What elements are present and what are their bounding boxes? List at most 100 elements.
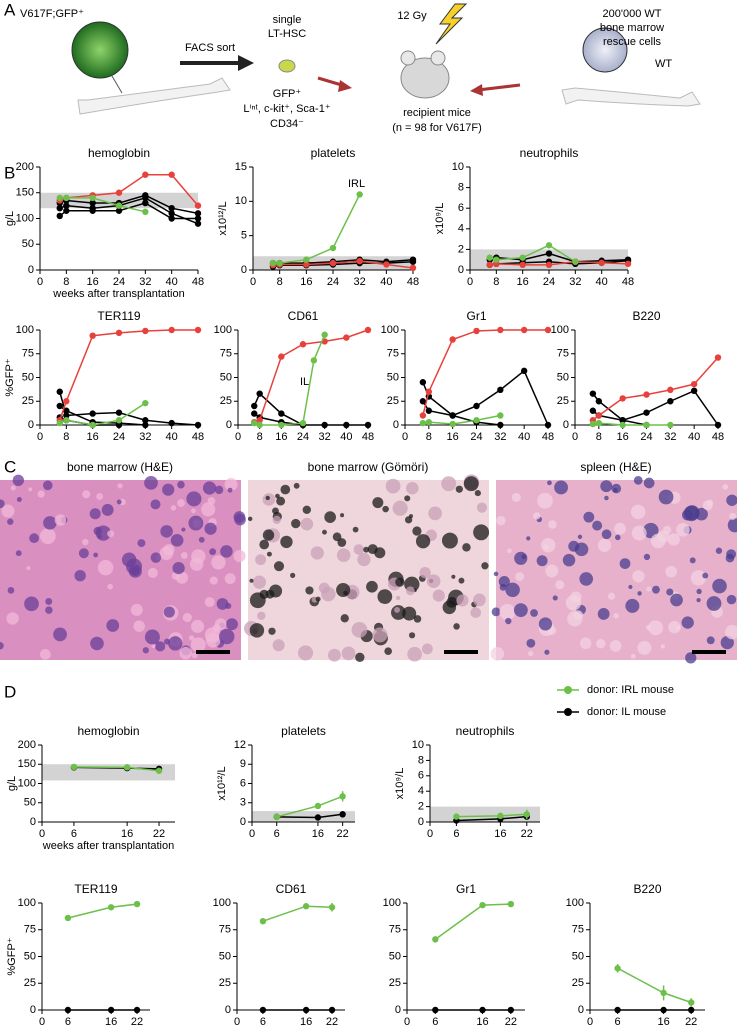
data-point [690, 380, 698, 388]
cell [97, 559, 114, 576]
data-point [115, 202, 123, 209]
cell [712, 578, 727, 594]
cell [204, 522, 217, 535]
cell [413, 615, 422, 623]
cell [106, 619, 120, 632]
chart-title: hemoglobin [88, 146, 150, 160]
data-point [643, 409, 650, 416]
x-tick-label: 32 [319, 431, 331, 443]
x-axis-label: weeks after transplantation [42, 840, 174, 852]
y-tick-label: 100 [16, 324, 34, 336]
cell [291, 518, 301, 529]
cell [511, 492, 521, 502]
cell [643, 477, 655, 489]
data-point [449, 336, 456, 343]
cell [544, 649, 550, 655]
x-tick-label: 0 [402, 431, 408, 443]
cell [597, 538, 612, 552]
x-tick-label: 16 [657, 1016, 669, 1028]
cell [513, 603, 528, 618]
x-tick-label: 0 [39, 828, 45, 840]
series-line [592, 410, 647, 426]
cell [276, 496, 286, 506]
data-point [328, 904, 336, 911]
x-tick-label: 32 [139, 431, 151, 443]
cell [726, 494, 737, 506]
data-point [302, 1006, 310, 1014]
cell [552, 595, 558, 601]
cell [441, 532, 458, 549]
cell [96, 493, 104, 500]
annotation: IL [300, 376, 309, 388]
cell [204, 597, 215, 608]
cell [404, 495, 411, 502]
x-tick-label: 22 [131, 1016, 143, 1028]
y-tick-label: 6 [458, 202, 464, 214]
cell [555, 580, 565, 590]
cell [43, 516, 57, 530]
x-tick-label: 22 [505, 1016, 517, 1028]
data-point [70, 763, 78, 771]
series-line [422, 414, 501, 425]
data-point [624, 260, 632, 268]
cell [189, 557, 204, 571]
data-point [479, 1006, 486, 1014]
x-tick-label: 0 [404, 1016, 410, 1028]
data-point [321, 331, 328, 338]
cell [121, 552, 137, 567]
cell [408, 632, 416, 639]
x-tick-label: 0 [587, 1016, 593, 1028]
x-tick-label: 24 [297, 431, 309, 443]
y-tick-label: 75 [220, 348, 232, 360]
cell [474, 489, 481, 497]
cell [377, 589, 393, 604]
data-point [589, 420, 597, 428]
y-tick-label: 75 [219, 924, 231, 936]
y-tick-label: 10 [452, 161, 464, 173]
cell [168, 636, 183, 651]
x-tick-label: 8 [596, 431, 602, 443]
cell [570, 591, 582, 603]
cell [209, 548, 217, 556]
data-point [619, 417, 626, 424]
data-point [493, 256, 500, 263]
cell [225, 618, 238, 631]
y-tick-label: 100 [551, 324, 569, 336]
hsc-cell [278, 59, 296, 73]
panel-letter: A [4, 0, 16, 19]
data-point [276, 259, 283, 267]
data-point [56, 388, 63, 395]
data-point [507, 900, 515, 908]
cell [690, 570, 707, 586]
chart-title: neutrophils [520, 146, 579, 160]
cell [266, 551, 272, 557]
data-point [56, 212, 63, 220]
data-point [667, 386, 674, 394]
cell [637, 640, 652, 655]
data-point [497, 812, 504, 820]
x-tick-label: 16 [121, 828, 133, 840]
y-axis-label: x10⁹/L [434, 203, 446, 235]
data-point [63, 207, 70, 214]
cell [268, 627, 276, 635]
data-point [660, 1006, 667, 1014]
cell [315, 596, 321, 602]
cell [117, 483, 123, 489]
schematic-label: FACS sort [185, 42, 235, 54]
data-point [572, 258, 579, 265]
cell [382, 505, 389, 513]
data-point [155, 767, 163, 774]
y-tick-label: 50 [389, 950, 401, 962]
y-axis-label: %GFP⁺ [6, 937, 18, 975]
series-line [262, 905, 333, 922]
cell [633, 475, 643, 485]
x-axis-label: weeks after transplantation [52, 288, 184, 300]
data-point [142, 199, 149, 207]
series-line [254, 334, 326, 426]
y-tick-label: 5 [241, 230, 247, 242]
cell [648, 620, 664, 636]
x-tick-label: 48 [362, 431, 374, 443]
cell [646, 624, 652, 631]
cell [42, 480, 53, 491]
series-line [422, 369, 549, 426]
